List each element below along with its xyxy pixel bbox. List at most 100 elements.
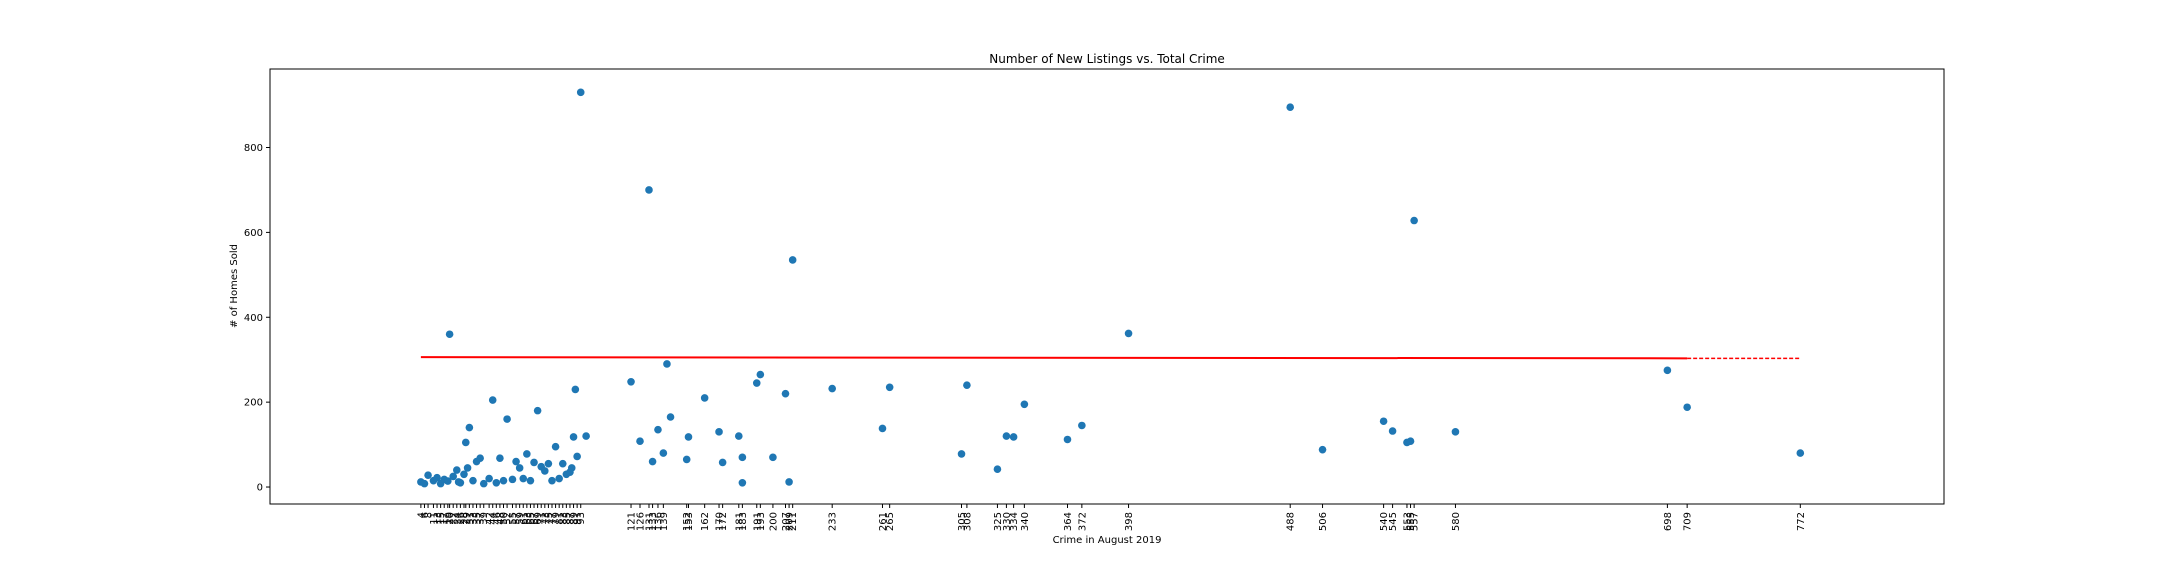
- plot-area: [269, 68, 1945, 505]
- x-tick-label: 364: [1063, 512, 1074, 531]
- x-tick-label: 55: [508, 512, 519, 525]
- x-axis-label: Crime in August 2019: [1053, 535, 1162, 546]
- data-point: [452, 466, 461, 474]
- x-tick-label: 334: [1009, 512, 1020, 531]
- x-tick-label: 162: [700, 512, 711, 531]
- x-tick-label: 28: [459, 512, 470, 525]
- y-tick-label: 600: [244, 228, 263, 239]
- data-point: [551, 442, 560, 451]
- data-point: [645, 186, 653, 194]
- data-point: [492, 478, 501, 487]
- trend-line-group: [420, 356, 1801, 360]
- data-point: [576, 88, 585, 97]
- data-point: [469, 476, 477, 485]
- x-tick-label: 8: [424, 512, 435, 518]
- x-tick-label: 340: [1020, 512, 1031, 531]
- x-tick-label: 33: [468, 512, 479, 525]
- x-tick-label: 200: [768, 512, 779, 531]
- x-tick-label: 4: [416, 512, 427, 518]
- x-tick-label: 50: [499, 512, 510, 525]
- x-tick-label: 37: [476, 512, 487, 525]
- data-point: [963, 381, 971, 389]
- x-tick-label: 233: [828, 512, 839, 531]
- data-point: [885, 383, 894, 392]
- x-tick-label: 13: [433, 512, 444, 525]
- x-tick-label: 31: [465, 512, 476, 525]
- x-tick-label: 131: [644, 512, 655, 531]
- x-tick-label: 305: [957, 512, 968, 531]
- data-point: [582, 432, 590, 440]
- y-tick-label: 200: [244, 398, 263, 409]
- data-point: [530, 458, 538, 467]
- x-tick-label: 698: [1663, 512, 1674, 531]
- data-point: [993, 465, 1002, 474]
- x-tick-label: 24: [452, 512, 463, 525]
- data-point: [461, 438, 470, 447]
- data-point: [463, 464, 472, 472]
- data-point: [663, 360, 671, 368]
- x-tick-label: 139: [659, 512, 670, 531]
- chart-title: Number of New Listings vs. Total Crime: [989, 52, 1225, 66]
- x-tick-label: 44: [488, 512, 499, 525]
- data-point: [512, 457, 520, 466]
- data-point: [1009, 433, 1018, 441]
- x-tick-label: 193: [756, 512, 767, 531]
- data-point: [1410, 216, 1418, 225]
- data-point: [454, 478, 463, 486]
- data-point: [573, 452, 581, 461]
- data-point: [781, 389, 790, 398]
- data-point: [756, 370, 765, 379]
- data-point: [499, 476, 508, 485]
- data-point: [503, 415, 511, 423]
- data-point: [558, 459, 567, 468]
- y-tick-label: 0: [257, 483, 263, 494]
- x-tick-label: 191: [752, 512, 763, 531]
- x-tick-label: 325: [993, 512, 1004, 531]
- data-point: [1124, 329, 1133, 338]
- x-tick-label: 75: [544, 512, 555, 525]
- x-tick-label: 29: [461, 512, 472, 525]
- data-point: [555, 474, 563, 483]
- x-tick-label: 709: [1683, 512, 1694, 531]
- data-point: [567, 464, 576, 472]
- x-tick-label: 506: [1318, 512, 1329, 531]
- x-tick-label: 207: [781, 512, 792, 531]
- data-point: [1663, 366, 1672, 375]
- data-point: [684, 433, 693, 441]
- data-point: [878, 424, 887, 433]
- data-point: [636, 437, 644, 445]
- data-point: [444, 477, 452, 485]
- x-tick-label: 136: [653, 512, 664, 531]
- data-point: [659, 449, 668, 457]
- data-point: [1063, 435, 1072, 444]
- x-tick-label: 67: [530, 512, 541, 525]
- data-point: [571, 385, 580, 394]
- x-tick-label: 77: [547, 512, 558, 525]
- x-tick-label: 183: [738, 512, 749, 531]
- x-tick-label: 20: [445, 512, 456, 525]
- data-point: [1796, 449, 1805, 457]
- x-tick-label: 211: [788, 512, 799, 531]
- data-points: [417, 88, 1805, 488]
- x-tick-label: 93: [576, 512, 587, 525]
- data-point: [828, 384, 836, 393]
- x-tick-label: 153: [684, 512, 695, 531]
- x-tick-label: 152: [682, 512, 693, 531]
- data-point: [449, 472, 458, 481]
- data-point: [1406, 437, 1415, 445]
- x-tick-label: 61: [519, 512, 530, 525]
- data-point: [738, 453, 747, 462]
- data-point: [1020, 400, 1029, 409]
- data-point: [752, 379, 761, 387]
- y-tick-label: 400: [244, 313, 263, 324]
- data-point: [544, 459, 553, 468]
- x-tick-label: 121: [627, 512, 638, 531]
- data-point: [769, 453, 777, 462]
- x-tick-label: 85: [562, 512, 573, 525]
- data-point: [738, 478, 747, 487]
- x-tick-label: 35: [472, 512, 483, 525]
- x-tick-label: 19: [443, 512, 454, 525]
- data-point: [485, 474, 493, 483]
- data-point: [460, 470, 468, 479]
- data-point: [479, 479, 488, 488]
